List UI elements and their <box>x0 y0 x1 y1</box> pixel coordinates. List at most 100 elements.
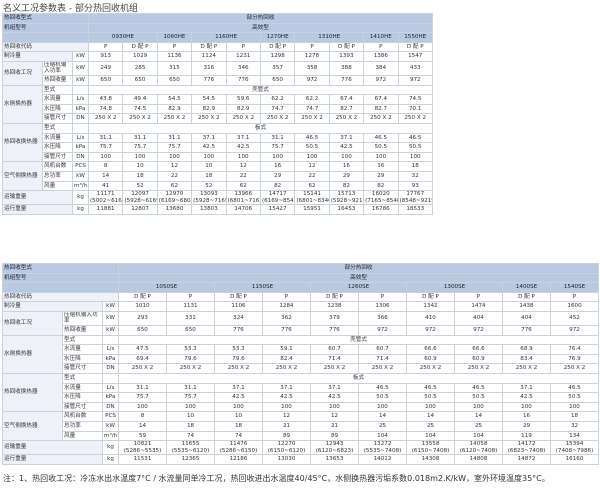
table-cell: 25 <box>406 420 455 432</box>
table-cell: 15713 (5928~9219) <box>328 190 365 206</box>
table-cell: 接管尺寸 <box>42 151 73 163</box>
table-cell: 76.4 <box>549 344 600 355</box>
table-cell: 250 X 2 <box>294 113 330 124</box>
table-cell <box>72 122 89 134</box>
table-cell: 13680 <box>156 204 193 215</box>
table-cell: 风量 <box>42 180 73 192</box>
table-cell: 型式 <box>42 84 73 96</box>
table-cell: 12 <box>156 161 193 172</box>
table-cell: D 配 P <box>214 291 263 303</box>
table-cell: 1131 <box>166 301 215 312</box>
table-cell: 压缩机输入功率 <box>62 310 103 326</box>
table-cell: 水压降 <box>42 142 73 153</box>
table-row: 接管尺寸 DN 100 100 100 100 100 100 100 100 100 100 <box>3 151 433 163</box>
table-cell: 16453 <box>328 204 365 215</box>
table-cell: 水压降 <box>62 392 103 403</box>
table-cell: m³/h <box>72 180 89 192</box>
table-cell: 46.5 <box>358 382 407 394</box>
table-cell: 100 <box>502 401 551 413</box>
table-cell: 部分热回收 <box>117 263 600 274</box>
table-cell: 热回收量 <box>62 324 103 336</box>
table-cell: 1540SE <box>549 282 600 293</box>
table-cell: 50.5 <box>294 142 330 153</box>
table-cell: 362 <box>262 310 311 326</box>
table-cell: 250 X 2 <box>310 363 359 374</box>
table-cell: 1150SE <box>214 282 311 293</box>
table-cell: kg <box>102 454 119 465</box>
table-cell: 250 X 2 <box>502 363 551 374</box>
table-cell: 18 <box>191 170 227 182</box>
table-cell: 404 <box>502 310 551 326</box>
table-cell: 机组型号 <box>2 272 119 284</box>
table-cell: 100 <box>406 401 455 413</box>
table-cell: 18533 <box>397 204 433 215</box>
table-row: 水流量 L/s 43.8 49.4 54.5 54.5 59.6 62.2 62.2 67.4 67… <box>3 94 433 105</box>
table-cell: 285 <box>122 60 158 76</box>
table-row: 机组型号 高效型 <box>2 22 433 34</box>
table-cell: 68.9 <box>502 344 551 355</box>
table-cell: 75.7 <box>87 142 124 153</box>
table-cell: 1547 <box>397 51 433 62</box>
table-cell: 83.4 <box>502 353 551 365</box>
table-cell: 100 <box>118 401 167 413</box>
table-cell: 10 <box>191 161 227 172</box>
table-cell: 100 <box>397 151 433 163</box>
table-cell: 404 <box>454 310 503 326</box>
table-cell: DN <box>102 401 119 413</box>
table-cell: 运行重量 <box>2 454 103 465</box>
table-cell: 650 <box>156 74 193 86</box>
table-row: 接管尺寸 DN 250 X 2 250 X 2 250 X 2 250 X 2 250 X … <box>3 363 600 374</box>
table-cell: 8 <box>87 161 124 172</box>
table-cell: 壳管式 <box>88 84 433 96</box>
table-cell: P <box>87 41 124 53</box>
table-cell: 49.4 <box>122 94 158 105</box>
table-cell: 79.6 <box>214 353 263 365</box>
table-cell: 100 <box>214 401 263 413</box>
table-cell: 运输重量 <box>2 440 103 456</box>
table-row: 水压降 kPa 75.7 75.7 42.5 42.5 42.5 50.5 50.5 50.5 42… <box>3 392 600 403</box>
table-cell: 410 <box>406 310 455 326</box>
table-cell: 水侧换热器 <box>2 334 63 374</box>
table-cell: kPa <box>72 103 89 115</box>
table-cell: 12097 (5928~6169) <box>122 190 158 206</box>
table-cell: 22 <box>294 170 330 182</box>
table-cell: 29 <box>502 420 551 432</box>
table-cell: 水侧换热器 <box>2 84 43 124</box>
table-cell: 15141 (6801~8340) <box>294 190 330 206</box>
table-cell: D 配 P <box>191 41 227 53</box>
table-cell: kPa <box>102 392 119 403</box>
table-cell: 42.5 <box>214 392 263 403</box>
table-cell: 74 <box>166 430 215 442</box>
table-cell: 50.5 <box>397 142 433 153</box>
table-cell: 13093 (5928~7165) <box>191 190 227 206</box>
table-cell: 型式 <box>42 122 73 134</box>
table-cell: 913 <box>87 51 124 62</box>
table-cell: 82.9 <box>191 103 227 115</box>
table-cell: 650 <box>118 324 167 336</box>
table-cell: 1386 <box>363 51 399 62</box>
table-row: 热回收型式 部分热回收 <box>2 263 600 274</box>
table-cell: 1029 <box>122 51 158 62</box>
table-cell: 50.5 <box>454 392 503 403</box>
table-cell: kPa <box>72 142 89 153</box>
table-cell: 11476 (5286~6150) <box>214 440 263 456</box>
table-cell: 11171 (5002~6169) <box>87 190 124 206</box>
table-cell: P <box>166 291 215 303</box>
table-cell: 650 <box>122 74 158 86</box>
table-cell: 66.6 <box>454 344 503 355</box>
table-cell: 接管尺寸 <box>62 401 103 413</box>
table-cell: 14872 <box>502 454 551 465</box>
table-cell: 12807 <box>122 204 158 215</box>
table-cell: 37.1 <box>262 382 311 394</box>
table-cell: 250 X 2 <box>191 113 227 124</box>
table-cell: 100 <box>87 151 124 163</box>
table-row: 热回收工况 压缩机输入功率 kW 249 285 315 316 346 357 358 388 38… <box>2 60 433 86</box>
table-cell: 热回收换热器 <box>2 372 63 413</box>
table-cell: 高效型 <box>88 22 433 34</box>
table-row: 水压降 kPa 69.4 79.6 79.6 82.4 71.4 71.4 60.9 60.9 83… <box>3 353 600 365</box>
table-cell: 346 <box>225 60 261 76</box>
table-cell: 热回收型式 <box>2 13 89 24</box>
table-cell: 60.7 <box>310 344 359 355</box>
